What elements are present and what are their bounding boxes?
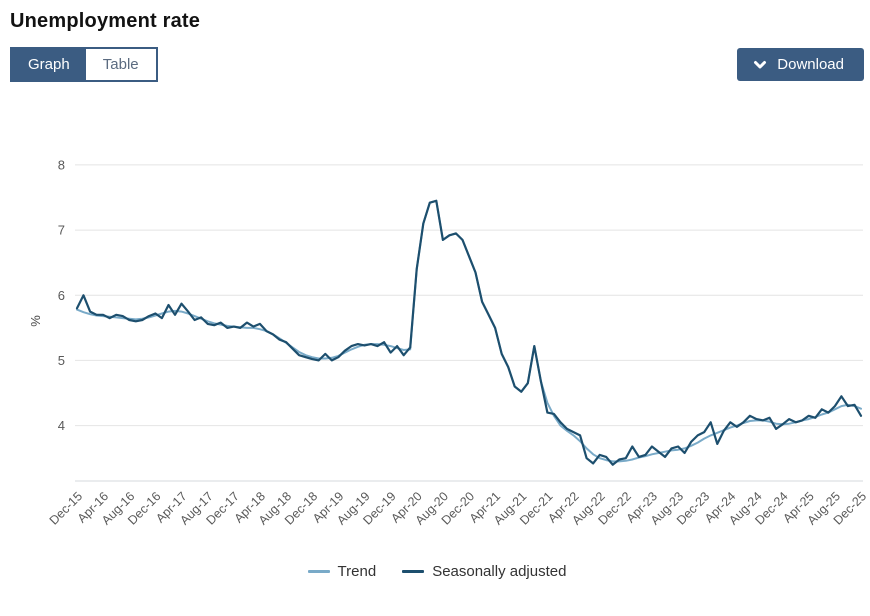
trend-line-swatch xyxy=(307,570,330,573)
chevron-down-icon xyxy=(753,59,767,71)
legend-label-trend: Trend xyxy=(337,563,377,580)
tab-graph[interactable]: Graph xyxy=(12,49,86,80)
tab-table[interactable]: Table xyxy=(85,49,156,80)
toolbar: Graph Table Download xyxy=(10,47,864,82)
y-axis-unit-label: % xyxy=(28,315,43,327)
chart-legend: Trend Seasonally adjusted xyxy=(10,563,864,580)
seasonally-adjusted-line-swatch xyxy=(402,570,425,573)
chart-area: 4 5 6 7 8% Dec-15 Apr-16 Aug-16 Dec-16 Apr-17 Aug-… xyxy=(10,88,869,561)
y-tick-label: 6 xyxy=(58,288,65,303)
y-gridlines: 4 5 6 7 8 xyxy=(58,157,863,433)
legend-label-seasonally-adjusted: Seasonally adjusted xyxy=(432,563,567,580)
legend-item-trend[interactable]: Trend xyxy=(307,563,377,580)
view-tab-group: Graph Table xyxy=(10,47,158,82)
y-tick-label: 4 xyxy=(58,418,65,433)
chart-svg[interactable]: 4 5 6 7 8% Dec-15Apr-16Aug-16Dec-16Apr-17Aug-… xyxy=(10,88,870,556)
y-tick-label: 5 xyxy=(58,353,65,368)
x-tick-label: Dec-15 xyxy=(47,489,85,527)
y-tick-label: 8 xyxy=(58,157,65,172)
download-button[interactable]: Download xyxy=(737,48,864,81)
x-axis-ticks: Dec-15Apr-16Aug-16Dec-16Apr-17Aug-17Dec-… xyxy=(47,489,869,527)
legend-item-seasonally-adjusted[interactable]: Seasonally adjusted xyxy=(402,563,566,580)
page-title: Unemployment rate xyxy=(10,10,201,32)
y-tick-label: 7 xyxy=(58,223,65,238)
seasonally-adjusted-line xyxy=(75,199,863,466)
page-root: Unemployment rate Graph Table Download 4… xyxy=(10,10,869,580)
download-label: Download xyxy=(777,56,844,73)
